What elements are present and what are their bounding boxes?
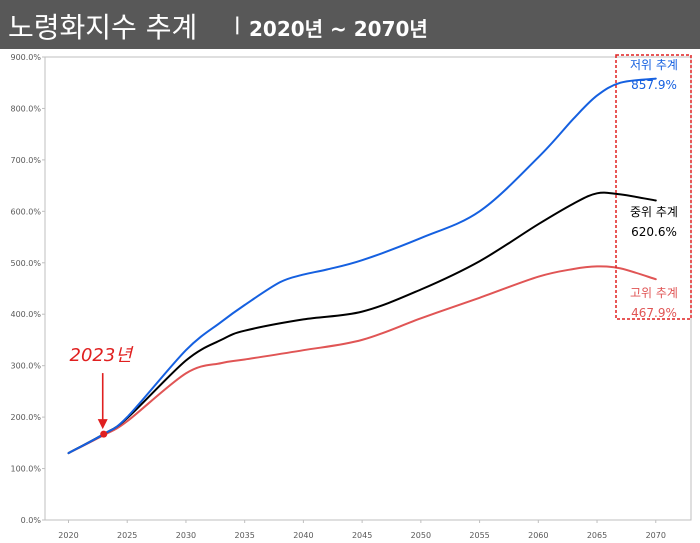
series-mid-line (67, 191, 657, 455)
chart-header: 노령화지수 추계 | 2020년 ~ 2070년 (0, 0, 700, 49)
series-low-name-label: 저위 추계 (630, 58, 678, 72)
plot-area (44, 56, 692, 521)
y-tick-label: 500.0% (10, 259, 41, 268)
x-tick-label: 2025 (117, 531, 137, 540)
series-mid-value-label: 620.6% (631, 225, 677, 239)
y-tick-label: 300.0% (10, 362, 41, 371)
series-low-line (67, 77, 657, 455)
series-high-value-label: 467.9% (631, 306, 677, 320)
marker-2023-point (100, 430, 108, 438)
title-separator: | (234, 14, 241, 35)
x-tick-label: 2045 (352, 531, 372, 540)
x-tick-label: 2050 (411, 531, 431, 540)
x-tick-label: 2055 (469, 531, 489, 540)
line-chart: 0.0% 100.0% 200.0% 300.0% 400.0% 500.0% 600.0%… (10, 53, 692, 540)
y-tick-label: 600.0% (10, 207, 41, 216)
y-tick-label: 700.0% (10, 156, 41, 165)
x-tick-label: 2070 (646, 531, 666, 540)
x-tick-label: 2020 (58, 531, 78, 540)
marker-2023-label: 2023년 (70, 345, 135, 366)
y-tick-label: 900.0% (10, 53, 41, 62)
end-values-highlight-box (615, 54, 692, 320)
chart-title: 노령화지수 추계 (8, 11, 198, 44)
series-high-name-label: 고위 추계 (630, 286, 678, 300)
x-tick-label: 2035 (234, 531, 254, 540)
x-tick-label: 2040 (293, 531, 313, 540)
x-tick-label: 2065 (587, 531, 607, 540)
y-tick-label: 400.0% (10, 310, 41, 319)
x-tick-label: 2030 (176, 531, 196, 540)
series-low-value-label: 857.9% (631, 78, 677, 92)
y-tick-label: 100.0% (10, 465, 41, 474)
series-mid-name-label: 중위 추계 (630, 205, 678, 219)
x-tick-label: 2060 (528, 531, 548, 540)
marker-2023-arrowhead (97, 419, 108, 430)
y-tick-label: 200.0% (10, 413, 41, 422)
chart-subtitle: 2020년 ~ 2070년 (249, 17, 428, 41)
series-high-line (67, 265, 657, 455)
y-tick-label: 0.0% (21, 516, 42, 525)
y-tick-label: 800.0% (10, 104, 41, 113)
